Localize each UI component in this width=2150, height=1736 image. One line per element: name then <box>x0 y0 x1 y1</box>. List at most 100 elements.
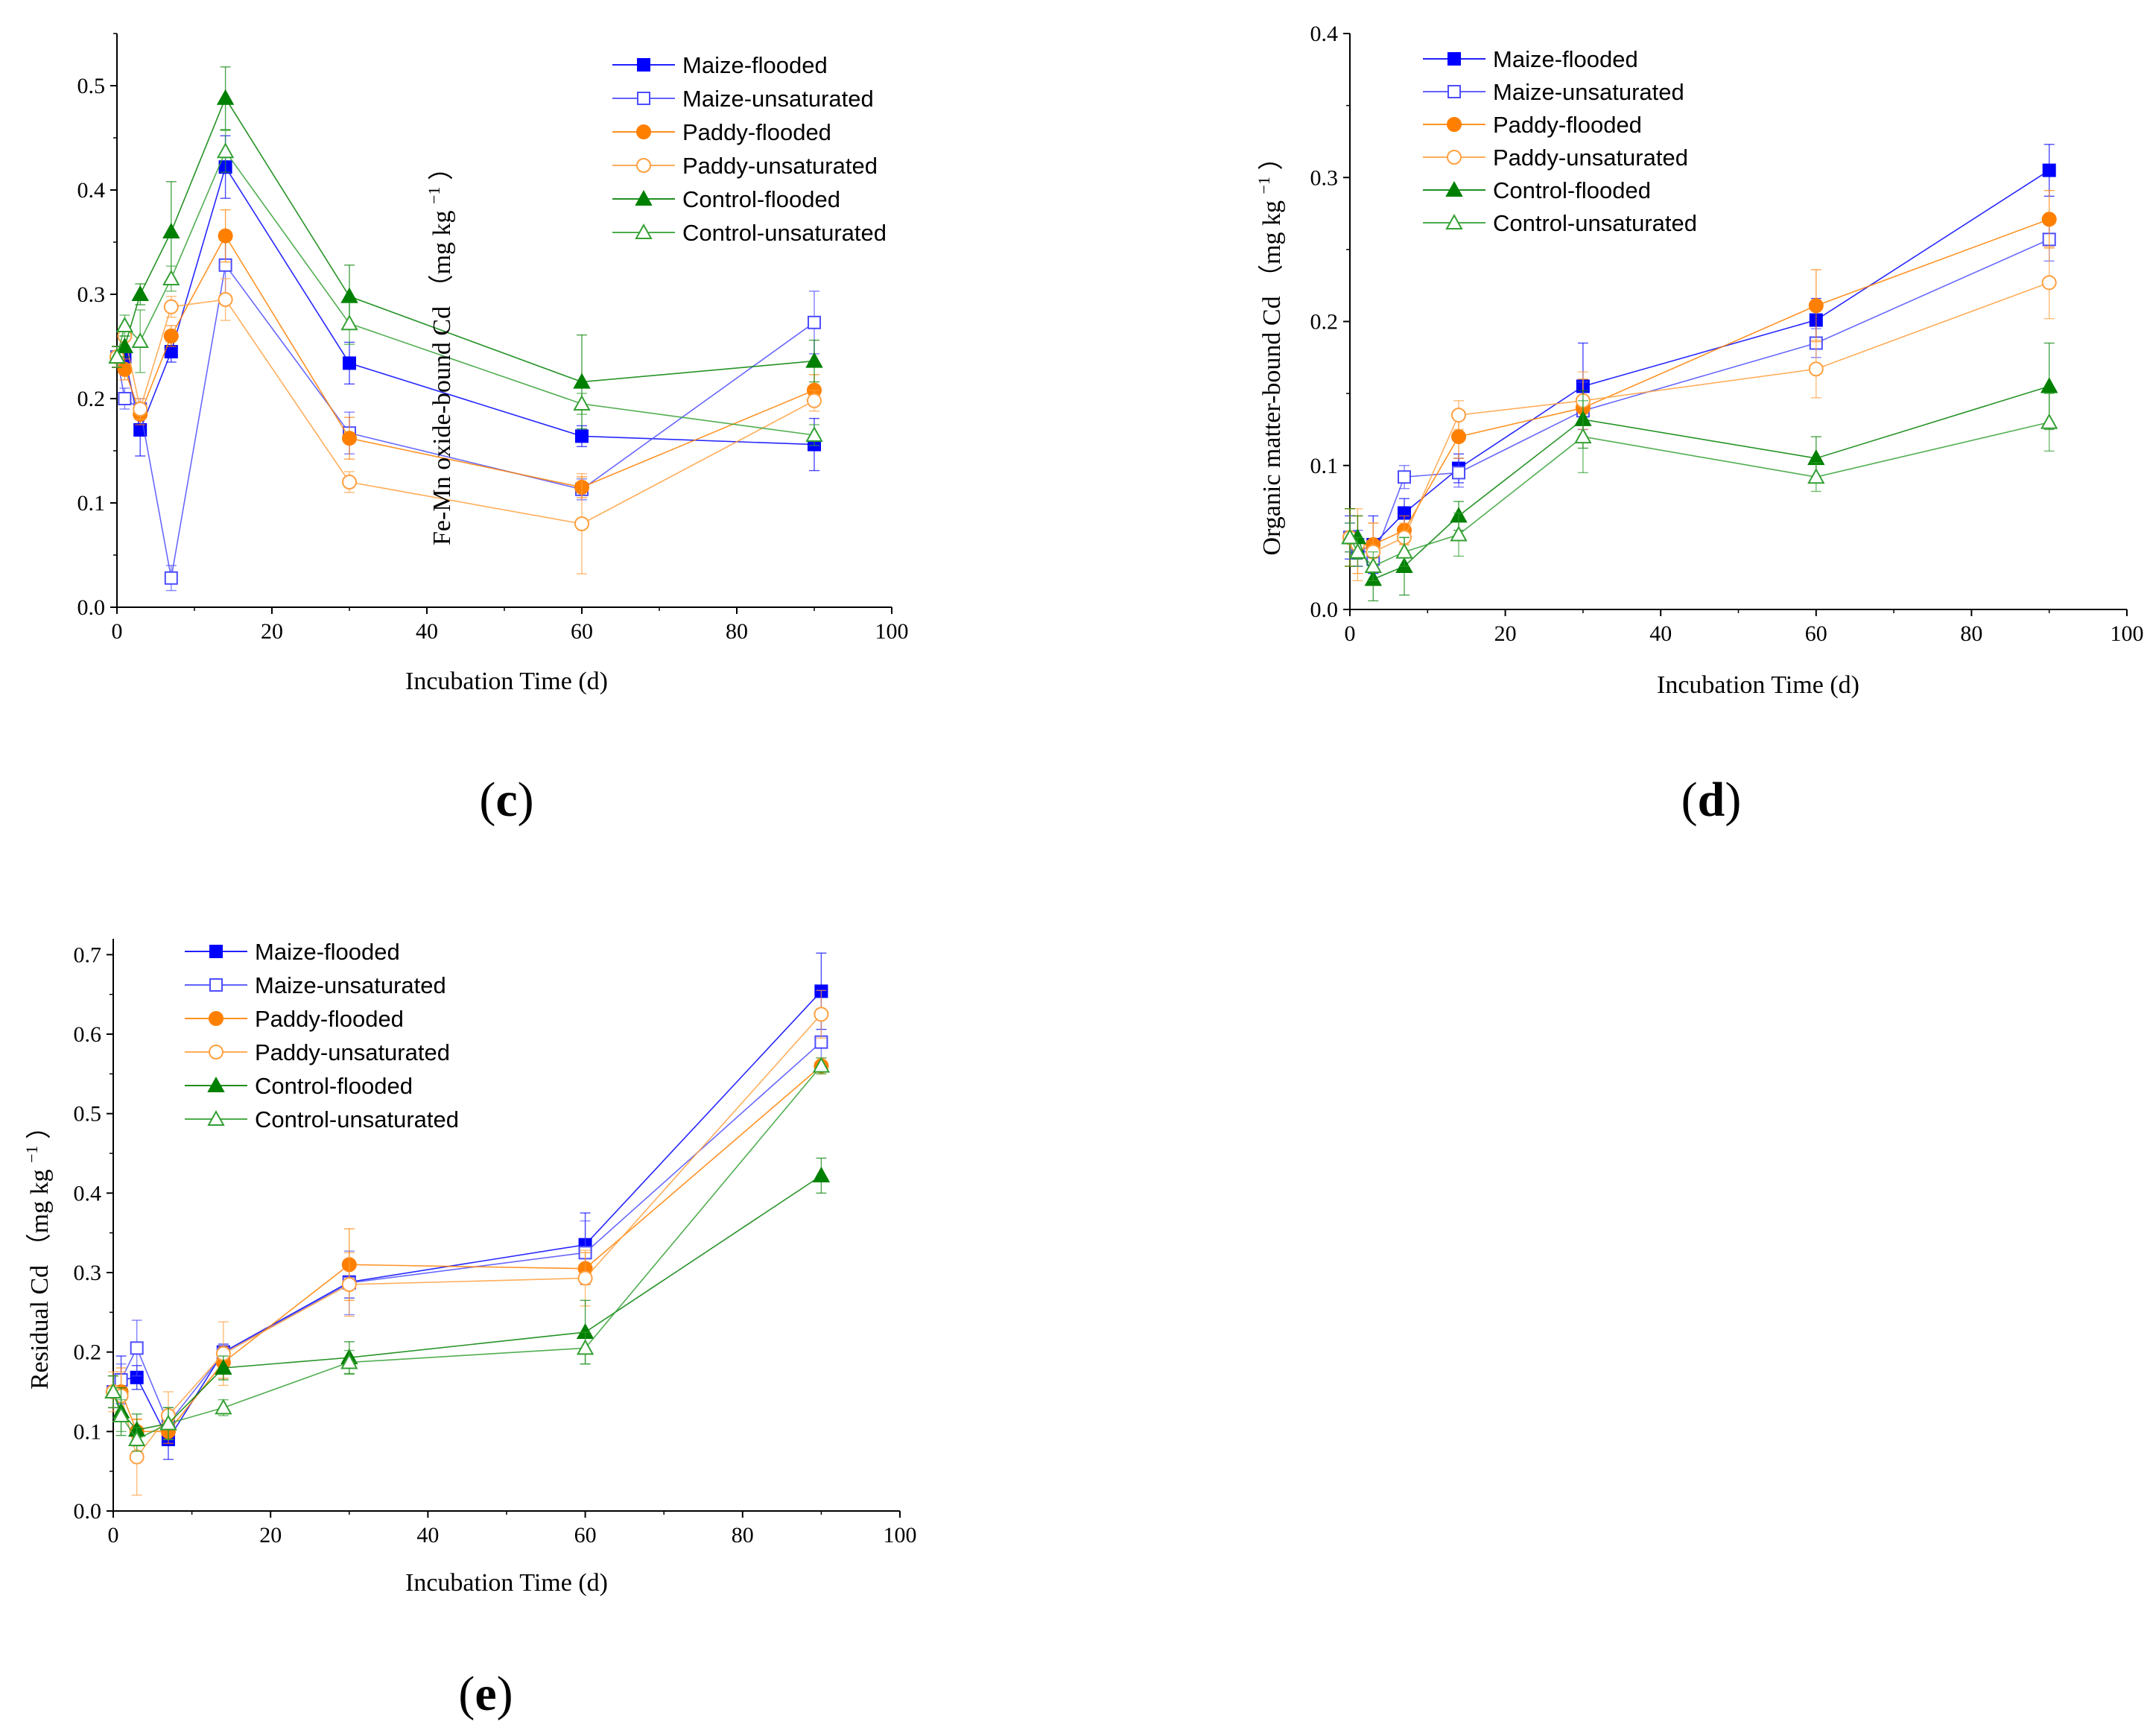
legend-label-e-0: Maize-flooded <box>255 939 400 965</box>
data-point-c-5-7 <box>805 425 823 442</box>
legend-marker-e-2 <box>209 1011 223 1026</box>
legend-label-d-1: Maize-unsaturated <box>1493 79 1684 105</box>
y-axis-title-main-c: Fe-Mn oxide-bound Cd <box>428 306 456 545</box>
y-tick-label-d-1: 0.1 <box>1310 454 1339 478</box>
legend-label-c-2: Paddy-flooded <box>682 119 831 145</box>
legend-label-c-1: Maize-unsaturated <box>682 86 874 112</box>
legend-marker-e-4 <box>207 1076 225 1092</box>
y-axis-title-c: Fe-Mn oxide-bound Cd （mg kg −1 ） <box>418 155 456 545</box>
data-point-c-2-1 <box>117 361 133 377</box>
data-point-c-5-3 <box>162 269 180 285</box>
series-e-4 <box>104 1157 831 1447</box>
legend-marker-d-3 <box>1447 150 1462 165</box>
series-line-e-3 <box>112 1013 822 1459</box>
x-tick-label-d-1: 20 <box>1494 621 1517 646</box>
data-point-c-4-6 <box>573 373 591 389</box>
y-axis-title-close-d: ） <box>1258 145 1286 171</box>
legend-marker-c-4 <box>635 189 653 206</box>
y-axis-title-close-c: ） <box>428 155 456 180</box>
legend-e: Maize-flooded Maize-unsaturated Paddy-floo… <box>185 939 459 1132</box>
x-tick-label-e-0: 0 <box>108 1523 119 1547</box>
panel-c: 0 20 40 60 80 100 0.0 0.1 0.2 0.3 0.4 0.5 Maize-floo… <box>77 33 909 827</box>
y-axis-title-e: Residual Cd （mg kg −1 ） <box>16 1114 54 1390</box>
y-tick-label-c-3: 0.3 <box>77 282 106 307</box>
data-point-c-3-4 <box>218 292 233 307</box>
data-point-e-5-0 <box>104 1382 122 1398</box>
legend-marker-e-0 <box>209 945 223 958</box>
y-tick-label-c-1: 0.1 <box>77 491 106 516</box>
y-axis-title-d: Organic matter-bound Cd （mg kg −1 ） <box>1248 145 1286 556</box>
data-point-c-2-4 <box>218 228 233 244</box>
x-tick-label-c-5: 100 <box>875 619 909 644</box>
data-point-c-3-3 <box>163 299 179 314</box>
data-point-e-5-2 <box>127 1430 146 1446</box>
x-tick-label-c-0: 0 <box>112 619 123 644</box>
data-point-d-5-4 <box>1450 525 1468 542</box>
legend-label-e-4: Control-flooded <box>255 1073 413 1099</box>
data-point-c-3-2 <box>133 402 148 416</box>
data-point-e-5-7 <box>812 1057 831 1073</box>
data-point-d-1-3 <box>1398 470 1412 484</box>
y-tick-label-e-6: 0.6 <box>74 1022 102 1047</box>
legend-marker-e-3 <box>209 1045 223 1059</box>
legend-label-c-4: Control-flooded <box>682 186 840 212</box>
series-d-0 <box>1343 144 2056 574</box>
legend-marker-d-5 <box>1445 213 1463 229</box>
legend-label-d-4: Control-flooded <box>1493 177 1651 203</box>
legend-label-d-2: Paddy-flooded <box>1493 112 1642 138</box>
series-d-4 <box>1341 342 2058 602</box>
legend-label-d-0: Maize-flooded <box>1493 46 1638 72</box>
legend-label-c-3: Paddy-unsaturated <box>682 153 878 179</box>
data-point-c-5-2 <box>131 332 149 348</box>
legend-label-e-2: Paddy-flooded <box>255 1006 404 1032</box>
series-line-e-4 <box>112 1175 822 1431</box>
series-line-c-2 <box>116 234 815 488</box>
y-tick-label-e-5: 0.5 <box>74 1102 102 1127</box>
y-tick-label-c-2: 0.2 <box>77 387 106 411</box>
y-axis-title-sup-d: −1 <box>1255 177 1273 194</box>
y-tick-label-d-4: 0.4 <box>1310 22 1339 46</box>
legend-marker-d-4 <box>1445 180 1463 197</box>
series-c-5 <box>108 130 823 446</box>
data-point-c-1-7 <box>808 315 821 329</box>
data-point-d-5-3 <box>1395 542 1413 559</box>
data-point-c-3-6 <box>574 516 589 531</box>
y-axis-title-sup-c: −1 <box>425 187 443 204</box>
x-tick-label-e-3: 60 <box>574 1523 597 1547</box>
y-tick-label-c-5: 0.5 <box>77 74 106 98</box>
data-point-c-0-5 <box>343 356 356 370</box>
data-point-d-1-4 <box>1452 466 1466 480</box>
series-line-c-3 <box>116 299 815 525</box>
legend-marker-e-1 <box>209 978 223 992</box>
x-tick-label-d-0: 0 <box>1345 621 1356 646</box>
y-axis-title-unit-e: （mg kg <box>25 1169 54 1258</box>
data-point-e-5-1 <box>112 1406 130 1422</box>
data-point-e-5-4 <box>215 1398 232 1415</box>
x-axis-title-d: Incubation Time (d) <box>1657 671 1859 699</box>
legend-marker-c-2 <box>636 124 651 139</box>
series-c-1 <box>110 233 821 592</box>
x-tick-label-e-4: 80 <box>732 1523 754 1547</box>
data-point-c-3-7 <box>807 393 822 408</box>
y-tick-label-e-3: 0.3 <box>74 1261 102 1285</box>
legend-label-e-3: Paddy-unsaturated <box>255 1039 450 1065</box>
y-axis-title-unit-d: （mg kg <box>1258 200 1286 290</box>
data-point-d-2-7 <box>2041 212 2057 227</box>
y-tick-label-e-0: 0.0 <box>74 1499 102 1524</box>
y-tick-label-e-1: 0.1 <box>74 1419 102 1444</box>
legend-label-c-5: Control-unsaturated <box>682 220 887 246</box>
panel-label-d: (d) <box>1681 773 1742 827</box>
data-point-c-5-1 <box>115 316 134 332</box>
legend-label-d-5: Control-unsaturated <box>1493 210 1697 236</box>
legend-label-e-5: Control-unsaturated <box>255 1106 459 1132</box>
data-point-e-3-5 <box>341 1277 357 1292</box>
legend-marker-d-2 <box>1447 117 1462 132</box>
series-d-3 <box>1342 246 2057 582</box>
series-e-5 <box>104 1057 831 1452</box>
y-tick-label-e-4: 0.4 <box>74 1181 102 1206</box>
legend-marker-c-1 <box>637 92 650 105</box>
data-point-c-5-6 <box>573 394 591 411</box>
legend-c: Maize-flooded Maize-unsaturated Paddy-floo… <box>612 52 887 246</box>
x-tick-label-e-1: 20 <box>259 1523 282 1547</box>
legend-d: Maize-flooded Maize-unsaturated Paddy-floo… <box>1423 46 1697 236</box>
